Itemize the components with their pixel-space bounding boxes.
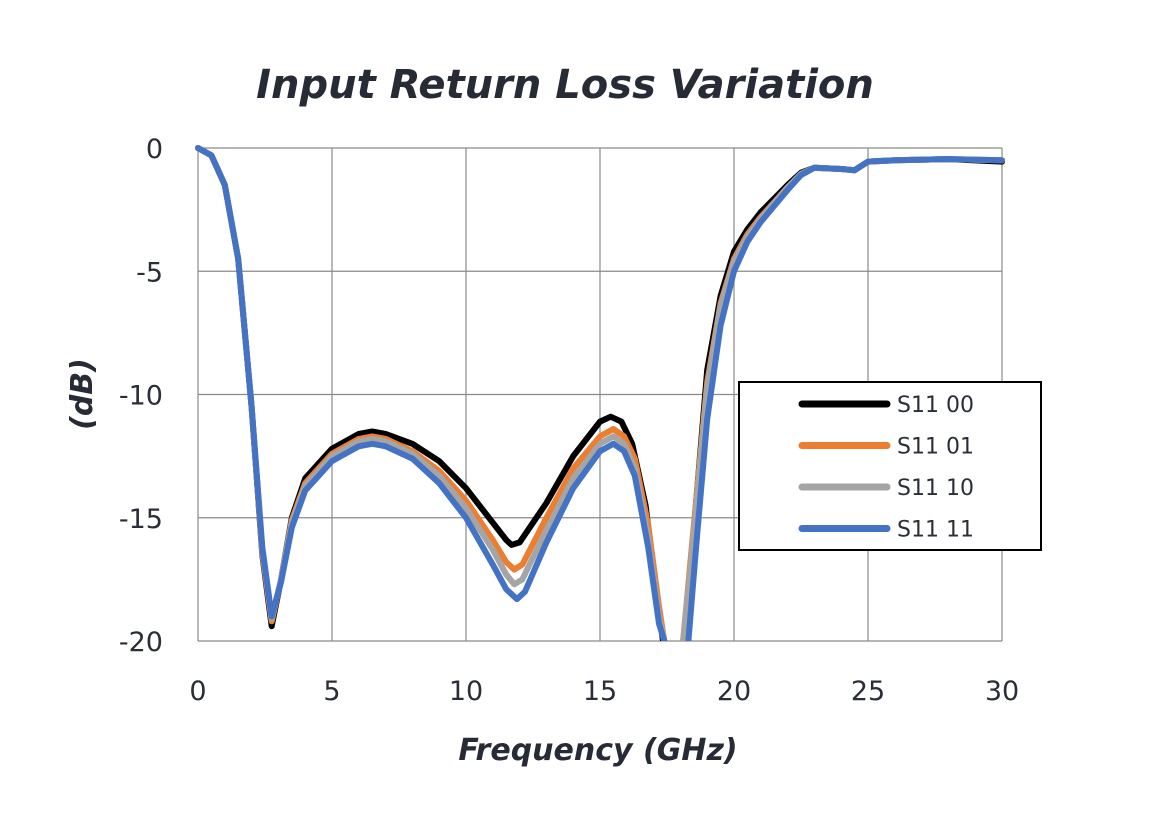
series-line-s11-11: [195, 145, 668, 641]
legend: S11 00 S11 01 S11 10 S11 11: [738, 381, 1042, 551]
legend-label: S11 00: [897, 393, 974, 418]
x-tick-label: 0: [189, 676, 206, 707]
x-tick-label: 25: [851, 676, 885, 707]
legend-label: S11 11: [897, 518, 974, 543]
series-line-s11-11: [685, 156, 1005, 641]
x-tick-labels: 0 5 10 15 20 25 30: [189, 676, 1019, 707]
x-tick-label: 15: [583, 676, 617, 707]
x-tick-label: 20: [717, 676, 751, 707]
legend-label: S11 10: [897, 476, 974, 501]
x-axis-title: Frequency (GHz): [458, 733, 737, 768]
legend-label: S11 01: [897, 435, 974, 460]
y-tick-label: -5: [136, 257, 163, 288]
y-axis-title: (dB): [65, 358, 100, 430]
x-tick-label: 30: [985, 676, 1019, 707]
y-tick-label: 0: [146, 134, 163, 165]
x-tick-label: 10: [449, 676, 483, 707]
chart-title: Input Return Loss Variation: [256, 62, 874, 108]
legend-box: [738, 381, 1042, 551]
series-lines: [195, 145, 1005, 641]
y-tick-label: -15: [119, 504, 163, 535]
y-tick-label: -10: [119, 381, 163, 412]
x-tick-label: 5: [323, 676, 340, 707]
y-tick-labels: 0 -5 -10 -15 -20: [119, 134, 163, 658]
y-tick-label: -20: [119, 627, 163, 658]
